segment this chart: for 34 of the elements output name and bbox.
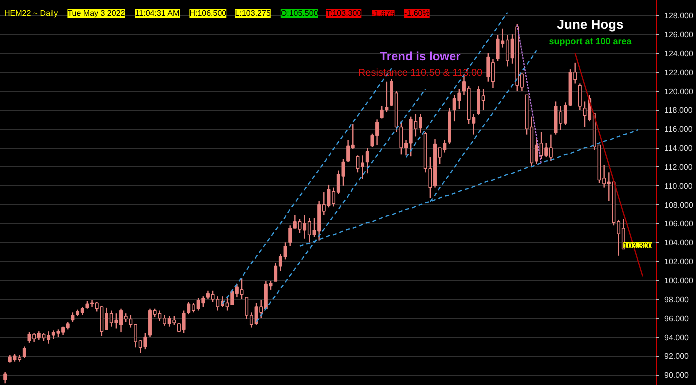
- annotation: support at 100 area: [549, 36, 633, 46]
- y-tick-label: 112.000: [664, 162, 694, 172]
- y-tick-label: 124.000: [664, 49, 694, 58]
- y-tick-label: 94.000: [664, 333, 690, 342]
- y-tick-label: 120.000: [664, 87, 694, 96]
- annotation: June Hogs: [557, 17, 624, 32]
- annotation: 103.300: [624, 242, 654, 250]
- y-tick-label: 90.000: [664, 371, 690, 380]
- y-tick-label: 114.000: [664, 144, 694, 154]
- annotation: L:103.275: [235, 9, 272, 18]
- annotation: H:106.500: [190, 9, 228, 18]
- y-tick-label: 126.000: [664, 30, 694, 40]
- y-tick-label: 110.000: [664, 182, 694, 191]
- annotation: 11:04:31 AM: [135, 9, 180, 18]
- y-tick-label: 106.000: [664, 220, 694, 229]
- y-tick-label: 96.000: [664, 314, 690, 324]
- y-tick-label: 128.000: [664, 12, 694, 21]
- annotation: O:105.500: [280, 9, 319, 18]
- annotation: -1.60%: [404, 9, 430, 18]
- y-tick-label: 104.000: [664, 238, 694, 248]
- annotation: Tue May 3 2022: [68, 9, 126, 18]
- annotation: Resistance 110.50 & 113.00: [358, 68, 484, 79]
- annotation: T:103.300: [326, 9, 362, 18]
- annotation: HEM22 ~ Daily: [4, 9, 58, 18]
- annotation: -1.675: [372, 10, 396, 18]
- y-tick-label: 108.000: [664, 200, 694, 210]
- y-tick-label: 92.000: [664, 352, 690, 362]
- y-tick-label: 116.000: [664, 125, 694, 134]
- y-tick-label: 118.000: [664, 106, 694, 116]
- y-tick-label: 122.000: [664, 68, 694, 78]
- annotation: Trend is lower: [380, 50, 462, 64]
- y-tick-label: 100.000: [664, 276, 694, 286]
- y-tick-label: 98.000: [664, 295, 690, 304]
- y-tick-label: 102.000: [664, 258, 694, 267]
